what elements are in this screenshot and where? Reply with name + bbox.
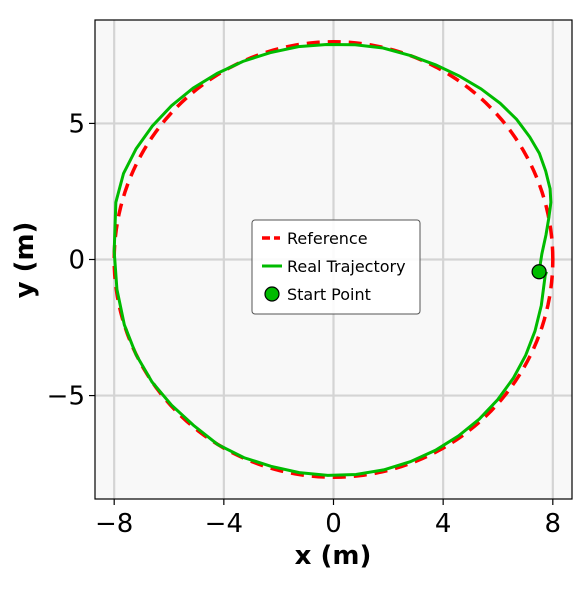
y-axis-label: y (m) [10, 222, 40, 299]
x-tick-label: 4 [435, 509, 452, 539]
reference-line [112, 40, 555, 479]
y-tick-label: 0 [68, 246, 85, 276]
real-trajectory-line [112, 42, 553, 477]
x-tick-label: −8 [95, 509, 133, 539]
series [112, 40, 555, 479]
x-tick-label: 0 [325, 509, 342, 539]
legend-box [251, 219, 421, 315]
x-axis-label: x (m) [295, 541, 372, 571]
x-tick-label: 8 [545, 509, 562, 539]
y-tick-label: 5 [68, 109, 85, 139]
legend-start-point-swatch [264, 286, 280, 302]
legend-real-trajectory-label: Real Trajectory [287, 257, 406, 276]
legend-reference-label: Reference [287, 229, 368, 248]
ticks: −8 −4 0 4 8 −5 0 5 [47, 109, 561, 539]
x-tick-label: −4 [205, 509, 243, 539]
legend-start-point-label: Start Point [287, 285, 371, 304]
y-tick-label: −5 [47, 382, 85, 412]
start-point-marker [531, 264, 547, 280]
legend: Reference Real Trajectory Start Point [251, 219, 421, 315]
